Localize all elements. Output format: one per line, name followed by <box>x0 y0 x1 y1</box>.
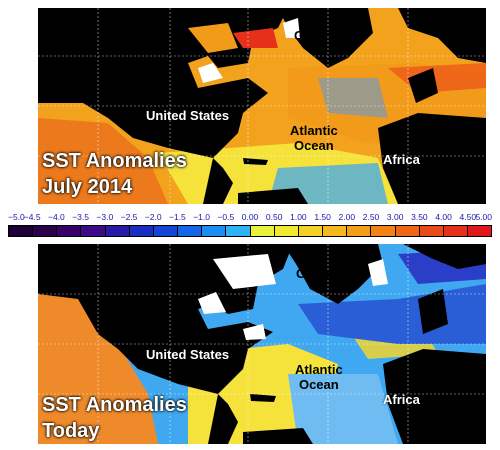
colorbar-tick-label: −1.0 <box>193 212 210 222</box>
colorbar-tick-label: −3.5 <box>72 212 89 222</box>
map-graphic <box>38 8 486 204</box>
label-united-states: United States <box>146 108 230 123</box>
colorbar-tick-label: −2.0 <box>144 212 162 222</box>
colorbar-tick-label: −0.5 <box>217 212 235 222</box>
colorbar-tick-label: −4.0 <box>48 212 65 222</box>
colorbar-tick-label: −3.0 <box>96 212 114 222</box>
colorbar-swatches <box>8 225 492 237</box>
map-title: SST Anomalies July 2014 <box>42 150 187 198</box>
colorbar-swatch <box>226 226 251 236</box>
colorbar-swatch <box>371 226 396 236</box>
colorbar-swatch <box>347 226 372 236</box>
colorbar-swatch <box>323 226 348 236</box>
colorbar-tick-label: 0.50 <box>265 212 283 222</box>
colorbar-tick-label: 2.50 <box>362 212 380 222</box>
colorbar-tick-label: 4.50 <box>459 212 477 222</box>
label-africa: Africa <box>383 152 420 167</box>
colorbar-swatch <box>395 226 420 236</box>
colorbar-tick-label: 5.00 <box>475 212 492 222</box>
colorbar-swatch <box>467 226 492 236</box>
colorbar-swatch <box>9 226 34 236</box>
map-title: SST Anomalies Today <box>42 394 187 442</box>
colorbar-tick-label: −4.5 <box>23 212 41 222</box>
colorbar-tick-label: 4.00 <box>435 212 452 222</box>
colorbar-tick-label: −1.5 <box>169 212 186 222</box>
colorbar-swatch <box>129 226 154 236</box>
map-graphic <box>38 244 486 444</box>
colorbar-swatch <box>57 226 82 236</box>
label-greenland: Greenland <box>296 266 361 281</box>
label-united-states: United States <box>146 347 230 362</box>
label-greenland: Greenland <box>294 28 359 43</box>
sst-map-july-2014: Greenland United States Atlantic Ocean A… <box>38 8 486 204</box>
label-atlantic-ocean: Atlantic Ocean <box>290 123 338 153</box>
colorbar-swatch <box>298 226 324 236</box>
colorbar-swatch <box>443 226 468 236</box>
colorbar-tick-label: −5.0 <box>8 212 25 222</box>
colorbar-tick-label: 3.00 <box>386 212 404 222</box>
colorbar-swatch <box>178 226 203 236</box>
colorbar-tick-label: 1.00 <box>290 212 307 222</box>
label-atlantic-ocean: Atlantic Ocean <box>295 362 343 392</box>
label-africa: Africa <box>383 392 420 407</box>
sst-map-today: Greenland United States Atlantic Ocean A… <box>38 244 486 444</box>
colorbar-tick-label: 2.00 <box>338 212 356 222</box>
colorbar-swatch <box>250 226 275 236</box>
colorbar-tick-label: 0.00 <box>241 212 259 222</box>
colorbar-swatch <box>153 226 179 236</box>
colorbar-tick-label: 3.50 <box>411 212 428 222</box>
colorbar-swatch <box>202 226 227 236</box>
colorbar-swatch <box>419 226 444 236</box>
anomaly-colorbar: −5.0 −4.5 −4.0 −3.5 −3.0 −2.5 −2.0 −1.5 −1.0 −0.5… <box>8 212 492 240</box>
colorbar-swatch <box>274 226 299 236</box>
colorbar-tick-label: 1.50 <box>314 212 331 222</box>
colorbar-swatch <box>81 226 106 236</box>
colorbar-swatch <box>33 226 58 236</box>
colorbar-tick-label: −2.5 <box>120 212 138 222</box>
colorbar-swatch <box>105 226 130 236</box>
colorbar-ticks: −5.0 −4.5 −4.0 −3.5 −3.0 −2.5 −2.0 −1.5 −1.0 −0.5… <box>8 212 492 223</box>
